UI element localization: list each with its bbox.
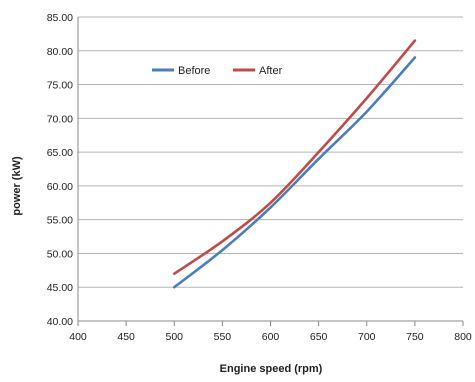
x-tick-label-550: 550 [214,331,232,343]
legend-label-before: Before [178,65,210,77]
y-tick-label-80.00: 80.00 [47,46,73,58]
y-tick-label-50.00: 50.00 [47,248,73,260]
y-tick-label-60.00: 60.00 [47,181,73,193]
y-tick-label-45.00: 45.00 [47,282,73,294]
legend-label-after: After [259,65,283,77]
axes: 40.00 45.00 50.00 55.00 60.00 65.00 70.00 75.00… [47,12,472,343]
x-tick-label-500: 500 [165,331,183,343]
y-tick-label-65.00: 65.00 [47,147,73,159]
x-tick-label-700: 700 [358,331,376,343]
y-tick-label-70.00: 70.00 [47,113,73,125]
series-line-after [173,39,417,275]
y-axis-title: power (kW) [11,156,23,216]
x-tick-label-400: 400 [69,331,87,343]
y-tick-label-40.00: 40.00 [47,316,73,328]
x-tick-label-750: 750 [406,331,424,343]
y-tick-label-85.00: 85.00 [47,12,73,24]
x-tick-label-650: 650 [310,331,328,343]
x-tick-label-600: 600 [262,331,280,343]
x-axis-title: Engine speed (rpm) [220,363,323,375]
legend: Before After [152,65,283,77]
y-tick-label-75.00: 75.00 [47,80,73,92]
x-tick-label-450: 450 [117,331,135,343]
data-series [173,39,417,289]
y-tick-label-55.00: 55.00 [47,215,73,227]
series-line-before [173,56,417,289]
gridlines [78,16,463,288]
x-tick-label-800: 800 [454,331,472,343]
